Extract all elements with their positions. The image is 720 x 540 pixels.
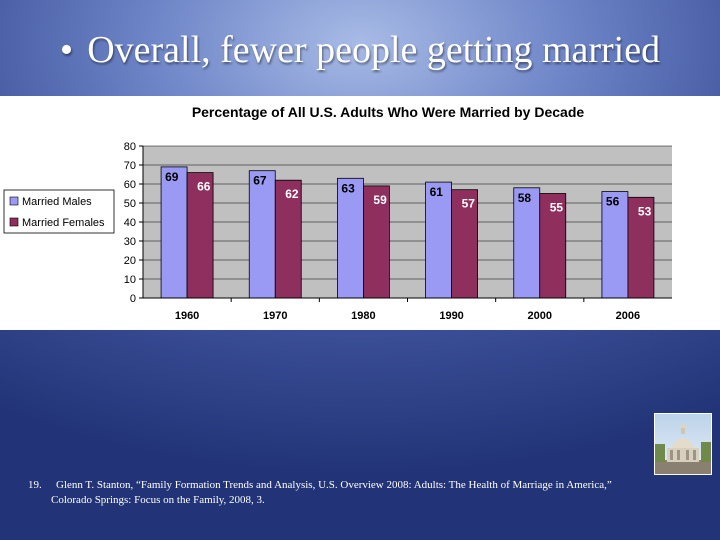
footnote-number: 19. bbox=[28, 479, 42, 491]
y-tick-label: 0 bbox=[130, 293, 136, 305]
footnote-text: Glenn T. Stanton, “Family Formation Tren… bbox=[51, 479, 612, 506]
data-label: 63 bbox=[341, 181, 355, 195]
bar-females-1980 bbox=[363, 185, 390, 299]
legend-swatch bbox=[9, 196, 19, 206]
axes: 0 10 20 30 40 50 60 70 80 1960 1970 1980 1990 2000 200… bbox=[124, 141, 672, 322]
title-bullet: • bbox=[59, 29, 74, 71]
y-tick-label: 80 bbox=[124, 141, 136, 153]
x-tick-label: 1990 bbox=[439, 310, 463, 322]
y-tick-label: 40 bbox=[124, 217, 136, 229]
x-tick-label: 1970 bbox=[263, 310, 287, 322]
data-label: 53 bbox=[638, 204, 652, 218]
bar-males-2000 bbox=[513, 187, 541, 299]
x-tick-label: 1960 bbox=[175, 310, 199, 322]
slide-title: • Overall, fewer people getting married bbox=[0, 28, 720, 72]
y-tick-label: 20 bbox=[124, 255, 136, 267]
bar-females-1960 bbox=[186, 172, 214, 299]
chart-title: Percentage of All U.S. Adults Who Were M… bbox=[192, 104, 585, 120]
bars: 69 66 67 62 63 59 61 57 58 55 56 53 bbox=[160, 166, 655, 299]
bar-females-2000 bbox=[539, 193, 567, 299]
bar-females-2006 bbox=[627, 196, 655, 299]
y-tick-label: 10 bbox=[124, 274, 136, 286]
y-tick-label: 60 bbox=[124, 179, 136, 191]
bar-males-1980 bbox=[337, 177, 364, 299]
y-tick-label: 30 bbox=[124, 236, 136, 248]
data-label: 69 bbox=[165, 170, 179, 184]
data-label: 67 bbox=[253, 174, 267, 188]
data-label: 57 bbox=[462, 197, 476, 211]
bar-males-1990 bbox=[425, 181, 452, 299]
legend: Married Males Married Females bbox=[3, 189, 115, 234]
title-text: Overall, fewer people getting married bbox=[87, 29, 661, 71]
data-label: 58 bbox=[518, 191, 532, 205]
bar-females-1970 bbox=[274, 179, 302, 299]
legend-label: Married Females bbox=[22, 217, 105, 229]
bar-females-1990 bbox=[451, 189, 478, 299]
legend-label: Married Males bbox=[22, 196, 92, 208]
capitol-dome-icon bbox=[654, 413, 712, 475]
bar-males-2006 bbox=[601, 191, 629, 299]
x-tick-label: 2000 bbox=[528, 310, 552, 322]
x-tick-label: 2006 bbox=[616, 310, 640, 322]
data-label: 62 bbox=[285, 187, 299, 201]
legend-swatch bbox=[9, 217, 19, 227]
x-tick-label: 1980 bbox=[351, 310, 375, 322]
y-tick-label: 70 bbox=[124, 160, 136, 172]
legend-box bbox=[3, 189, 115, 234]
data-label: 66 bbox=[197, 180, 211, 194]
data-label: 56 bbox=[606, 195, 620, 209]
bar-males-1960 bbox=[160, 166, 188, 299]
y-tick-label: 50 bbox=[124, 198, 136, 210]
bar-males-1970 bbox=[248, 170, 276, 299]
data-label: 55 bbox=[550, 201, 564, 215]
data-label: 59 bbox=[373, 193, 387, 207]
data-label: 61 bbox=[430, 185, 444, 199]
